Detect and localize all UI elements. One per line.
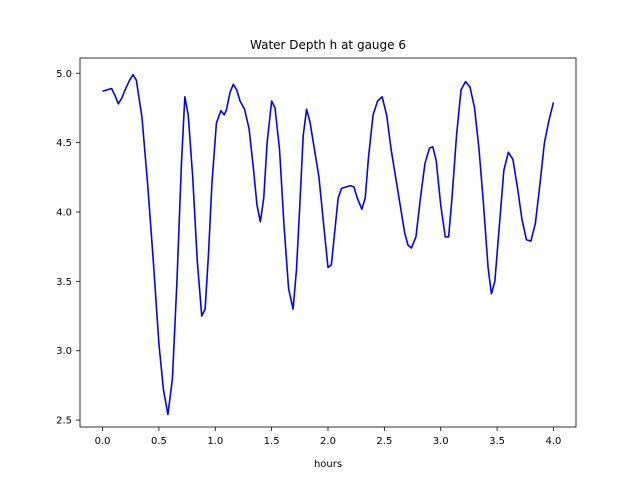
x-tick-label: 4.0 <box>546 436 562 447</box>
plot-area: 0.0 0.5 1.0 1.5 2.0 2.5 3.0 3.5 4.0 2.5 3.0 3.5 4.0 4… <box>56 57 577 447</box>
y-tick-label: 5.0 <box>56 69 72 80</box>
y-tick-label: 4.0 <box>56 207 72 218</box>
x-tick-label: 3.0 <box>433 436 449 447</box>
x-tick-label: 3.5 <box>489 436 505 447</box>
y-tick-label: 2.5 <box>56 416 72 427</box>
x-axis-label: hours <box>314 459 342 470</box>
chart-title: Water Depth h at gauge 6 <box>250 38 406 52</box>
x-tick-label: 2.0 <box>320 436 336 447</box>
y-tick-label: 3.5 <box>56 277 72 288</box>
x-tick-label: 0.0 <box>95 436 111 447</box>
x-tick-label: 2.5 <box>376 436 392 447</box>
x-tick-label: 1.5 <box>264 436 280 447</box>
x-tick-label: 0.5 <box>151 436 167 447</box>
y-tick-label: 3.0 <box>56 346 72 357</box>
x-tick-label: 1.0 <box>207 436 223 447</box>
y-tick-label: 4.5 <box>56 138 72 149</box>
data-line-0 <box>102 73 555 416</box>
